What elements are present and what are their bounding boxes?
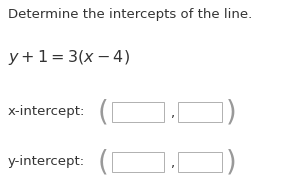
Text: Determine the intercepts of the line.: Determine the intercepts of the line. — [8, 8, 252, 21]
Text: x-intercept:: x-intercept: — [8, 105, 86, 119]
Text: ): ) — [226, 148, 237, 176]
FancyBboxPatch shape — [178, 152, 222, 172]
FancyBboxPatch shape — [112, 152, 164, 172]
Text: (: ( — [98, 98, 109, 126]
Text: (: ( — [98, 148, 109, 176]
Text: $y + 1 = 3(x - 4)$: $y + 1 = 3(x - 4)$ — [8, 48, 130, 67]
Text: ,: , — [170, 107, 174, 121]
FancyBboxPatch shape — [112, 102, 164, 122]
Text: y-intercept:: y-intercept: — [8, 155, 85, 168]
FancyBboxPatch shape — [178, 102, 222, 122]
Text: ): ) — [226, 98, 237, 126]
Text: ,: , — [170, 158, 174, 170]
